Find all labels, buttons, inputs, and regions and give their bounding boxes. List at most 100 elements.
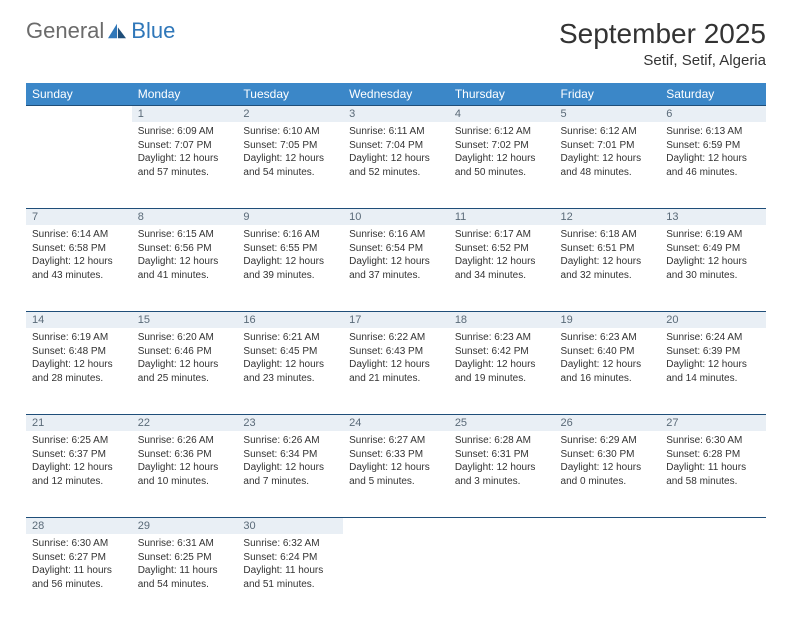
day-number: 29	[132, 518, 238, 535]
location-text: Setif, Setif, Algeria	[559, 52, 766, 69]
day-number: 30	[237, 518, 343, 535]
daylight-text: Daylight: 12 hours and 16 minutes.	[561, 358, 655, 385]
sunrise-text: Sunrise: 6:13 AM	[666, 125, 760, 139]
sunset-text: Sunset: 6:34 PM	[243, 448, 337, 462]
day-cell-content: Sunrise: 6:28 AMSunset: 6:31 PMDaylight:…	[449, 431, 555, 494]
sunset-text: Sunset: 7:07 PM	[138, 139, 232, 153]
sunset-text: Sunset: 6:36 PM	[138, 448, 232, 462]
day-number: 16	[237, 312, 343, 329]
day-cell-content: Sunrise: 6:30 AMSunset: 6:28 PMDaylight:…	[660, 431, 766, 494]
day-number: 25	[449, 415, 555, 432]
day-number: 27	[660, 415, 766, 432]
sunset-text: Sunset: 6:59 PM	[666, 139, 760, 153]
daylight-text: Daylight: 12 hours and 43 minutes.	[32, 255, 126, 282]
day-cell: Sunrise: 6:13 AMSunset: 6:59 PMDaylight:…	[660, 122, 766, 209]
day-cell-content: Sunrise: 6:21 AMSunset: 6:45 PMDaylight:…	[237, 328, 343, 391]
day-number: 4	[449, 106, 555, 123]
daynum-row: 282930	[26, 518, 766, 535]
daylight-text: Daylight: 11 hours and 56 minutes.	[32, 564, 126, 591]
day-cell-content: Sunrise: 6:12 AMSunset: 7:02 PMDaylight:…	[449, 122, 555, 185]
sunrise-text: Sunrise: 6:12 AM	[561, 125, 655, 139]
day-cell: Sunrise: 6:23 AMSunset: 6:42 PMDaylight:…	[449, 328, 555, 415]
weekday-header: Thursday	[449, 83, 555, 106]
sunset-text: Sunset: 6:45 PM	[243, 345, 337, 359]
day-cell: Sunrise: 6:28 AMSunset: 6:31 PMDaylight:…	[449, 431, 555, 518]
daylight-text: Daylight: 12 hours and 21 minutes.	[349, 358, 443, 385]
day-cell: Sunrise: 6:14 AMSunset: 6:58 PMDaylight:…	[26, 225, 132, 312]
day-content-row: Sunrise: 6:19 AMSunset: 6:48 PMDaylight:…	[26, 328, 766, 415]
sunset-text: Sunset: 7:01 PM	[561, 139, 655, 153]
day-number: 22	[132, 415, 238, 432]
day-cell: Sunrise: 6:30 AMSunset: 6:28 PMDaylight:…	[660, 431, 766, 518]
sunrise-text: Sunrise: 6:30 AM	[666, 434, 760, 448]
day-cell-content: Sunrise: 6:09 AMSunset: 7:07 PMDaylight:…	[132, 122, 238, 185]
sunset-text: Sunset: 6:49 PM	[666, 242, 760, 256]
sunset-text: Sunset: 6:27 PM	[32, 551, 126, 565]
day-cell: Sunrise: 6:26 AMSunset: 6:34 PMDaylight:…	[237, 431, 343, 518]
sunrise-text: Sunrise: 6:16 AM	[243, 228, 337, 242]
weekday-header: Saturday	[660, 83, 766, 106]
sunrise-text: Sunrise: 6:25 AM	[32, 434, 126, 448]
day-content-row: Sunrise: 6:09 AMSunset: 7:07 PMDaylight:…	[26, 122, 766, 209]
day-number: 11	[449, 209, 555, 226]
day-cell: Sunrise: 6:31 AMSunset: 6:25 PMDaylight:…	[132, 534, 238, 620]
day-cell-content: Sunrise: 6:15 AMSunset: 6:56 PMDaylight:…	[132, 225, 238, 288]
daylight-text: Daylight: 11 hours and 51 minutes.	[243, 564, 337, 591]
day-cell	[660, 534, 766, 620]
day-number	[449, 518, 555, 535]
day-cell-content: Sunrise: 6:32 AMSunset: 6:24 PMDaylight:…	[237, 534, 343, 597]
daylight-text: Daylight: 12 hours and 57 minutes.	[138, 152, 232, 179]
sunset-text: Sunset: 6:28 PM	[666, 448, 760, 462]
sunset-text: Sunset: 6:51 PM	[561, 242, 655, 256]
sunset-text: Sunset: 6:30 PM	[561, 448, 655, 462]
day-number: 13	[660, 209, 766, 226]
sunrise-text: Sunrise: 6:18 AM	[561, 228, 655, 242]
day-cell-content: Sunrise: 6:19 AMSunset: 6:49 PMDaylight:…	[660, 225, 766, 288]
day-cell-content: Sunrise: 6:19 AMSunset: 6:48 PMDaylight:…	[26, 328, 132, 391]
daylight-text: Daylight: 12 hours and 50 minutes.	[455, 152, 549, 179]
daylight-text: Daylight: 12 hours and 30 minutes.	[666, 255, 760, 282]
sunset-text: Sunset: 6:52 PM	[455, 242, 549, 256]
day-number: 26	[555, 415, 661, 432]
day-cell-content: Sunrise: 6:27 AMSunset: 6:33 PMDaylight:…	[343, 431, 449, 494]
day-cell-content: Sunrise: 6:16 AMSunset: 6:55 PMDaylight:…	[237, 225, 343, 288]
day-cell: Sunrise: 6:30 AMSunset: 6:27 PMDaylight:…	[26, 534, 132, 620]
day-cell: Sunrise: 6:17 AMSunset: 6:52 PMDaylight:…	[449, 225, 555, 312]
sunset-text: Sunset: 7:05 PM	[243, 139, 337, 153]
day-number: 12	[555, 209, 661, 226]
daylight-text: Daylight: 12 hours and 28 minutes.	[32, 358, 126, 385]
sunset-text: Sunset: 6:54 PM	[349, 242, 443, 256]
sunrise-text: Sunrise: 6:23 AM	[455, 331, 549, 345]
weekday-header-row: SundayMondayTuesdayWednesdayThursdayFrid…	[26, 83, 766, 106]
weekday-header: Monday	[132, 83, 238, 106]
day-cell-content: Sunrise: 6:31 AMSunset: 6:25 PMDaylight:…	[132, 534, 238, 597]
day-number	[343, 518, 449, 535]
day-number: 3	[343, 106, 449, 123]
sunrise-text: Sunrise: 6:09 AM	[138, 125, 232, 139]
daylight-text: Daylight: 12 hours and 32 minutes.	[561, 255, 655, 282]
sunset-text: Sunset: 6:56 PM	[138, 242, 232, 256]
weekday-header: Sunday	[26, 83, 132, 106]
daynum-row: 78910111213	[26, 209, 766, 226]
day-cell: Sunrise: 6:18 AMSunset: 6:51 PMDaylight:…	[555, 225, 661, 312]
day-number: 17	[343, 312, 449, 329]
daylight-text: Daylight: 12 hours and 25 minutes.	[138, 358, 232, 385]
day-number	[26, 106, 132, 123]
sunrise-text: Sunrise: 6:29 AM	[561, 434, 655, 448]
sunrise-text: Sunrise: 6:24 AM	[666, 331, 760, 345]
day-cell-content: Sunrise: 6:11 AMSunset: 7:04 PMDaylight:…	[343, 122, 449, 185]
daylight-text: Daylight: 12 hours and 19 minutes.	[455, 358, 549, 385]
day-number: 1	[132, 106, 238, 123]
daynum-row: 21222324252627	[26, 415, 766, 432]
day-cell: Sunrise: 6:32 AMSunset: 6:24 PMDaylight:…	[237, 534, 343, 620]
day-cell: Sunrise: 6:12 AMSunset: 7:02 PMDaylight:…	[449, 122, 555, 209]
day-cell: Sunrise: 6:09 AMSunset: 7:07 PMDaylight:…	[132, 122, 238, 209]
day-cell: Sunrise: 6:27 AMSunset: 6:33 PMDaylight:…	[343, 431, 449, 518]
daylight-text: Daylight: 12 hours and 37 minutes.	[349, 255, 443, 282]
sunset-text: Sunset: 6:46 PM	[138, 345, 232, 359]
sunrise-text: Sunrise: 6:12 AM	[455, 125, 549, 139]
sunset-text: Sunset: 6:43 PM	[349, 345, 443, 359]
day-cell	[449, 534, 555, 620]
daylight-text: Daylight: 12 hours and 48 minutes.	[561, 152, 655, 179]
day-cell-content: Sunrise: 6:22 AMSunset: 6:43 PMDaylight:…	[343, 328, 449, 391]
